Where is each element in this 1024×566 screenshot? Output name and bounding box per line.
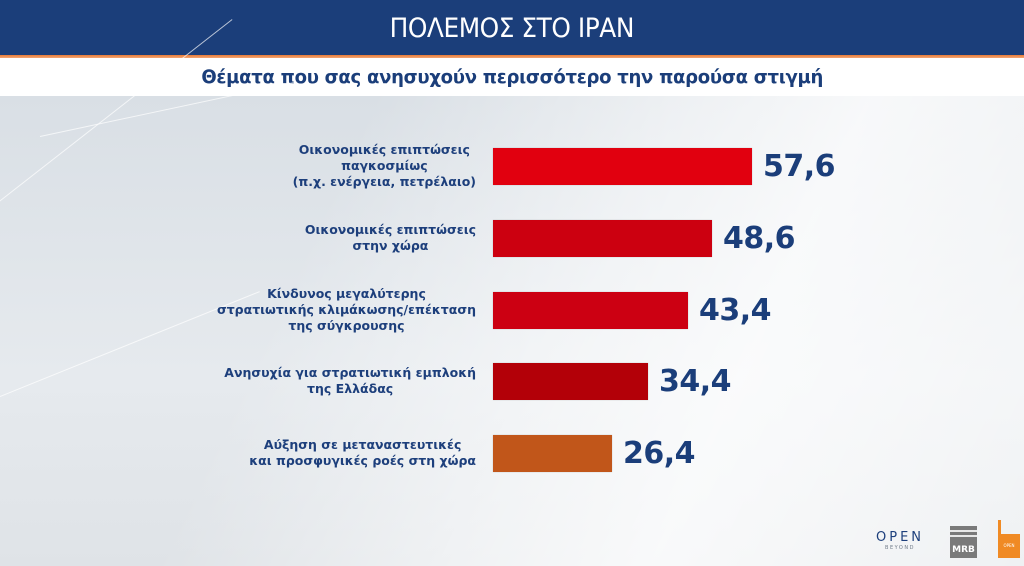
bar-label-line: Οικονομικές επιπτώσεις xyxy=(304,222,476,237)
bar xyxy=(493,292,688,329)
bar-label: Οικονομικές επιπτώσεις στην χώρα xyxy=(305,222,476,254)
bar-label: Ανησυχία για στρατιωτική εμπλοκή της Ελλά… xyxy=(224,365,476,397)
bar-label-line: Κίνδυνος μεγαλύτερης xyxy=(267,286,426,301)
bar-label-line: παγκοσμίως xyxy=(341,158,428,173)
bar-label: Κίνδυνος μεγαλύτερης στρατιωτικής κλιμάκω… xyxy=(217,286,476,334)
open-beyond-logo: OPEN BEYOND xyxy=(876,530,925,551)
bar-value: 48,6 xyxy=(723,221,796,256)
bar-label: Οικονομικές επιπτώσεις παγκοσμίως (π.χ. εν… xyxy=(293,142,476,190)
bar-value: 57,6 xyxy=(763,149,836,184)
accent-divider xyxy=(0,55,1024,58)
bar-label-line: Οικονομικές επιπτώσεις xyxy=(298,142,470,157)
bar xyxy=(493,363,648,400)
bar xyxy=(493,220,712,257)
bar-label: Αύξηση σε μεταναστευτικές και προσφυγικές… xyxy=(249,437,476,469)
bar-label-line: στρατιωτικής κλιμάκωσης/επέκταση xyxy=(216,302,476,317)
header-bar: ΠΟΛΕΜΟΣ ΣΤΟ ΙΡΑΝ xyxy=(0,0,1024,55)
bar-value: 34,4 xyxy=(659,364,732,399)
bar-label-line: Αύξηση σε μεταναστευτικές xyxy=(263,437,462,452)
bar-label-line: της σύγκρουσης xyxy=(288,318,405,333)
subtitle-band: Θέματα που σας ανησυχούν περισσότερο την… xyxy=(0,58,1024,96)
bar-value: 43,4 xyxy=(699,293,772,328)
chart-subtitle: Θέματα που σας ανησυχούν περισσότερο την… xyxy=(201,66,823,88)
bar xyxy=(493,148,752,185)
mrb-logo: MRB xyxy=(950,526,977,558)
bar xyxy=(493,435,612,472)
open-channel-logo: OPEN xyxy=(998,520,1020,566)
bar-label-line: (π.χ. ενέργεια, πετρέλαιο) xyxy=(292,174,476,189)
bar-label-line: της Ελλάδας xyxy=(307,381,394,396)
bar-value: 26,4 xyxy=(623,436,696,471)
bar-label-line: και προσφυγικές ροές στη χώρα xyxy=(249,453,476,468)
bar-label-line: στην χώρα xyxy=(352,238,429,253)
logo-strip: OPEN BEYOND MRB OPEN xyxy=(874,520,1024,566)
page-title: ΠΟΛΕΜΟΣ ΣΤΟ ΙΡΑΝ xyxy=(389,13,635,44)
bar-label-line: Ανησυχία για στρατιωτική εμπλοκή xyxy=(224,365,476,380)
